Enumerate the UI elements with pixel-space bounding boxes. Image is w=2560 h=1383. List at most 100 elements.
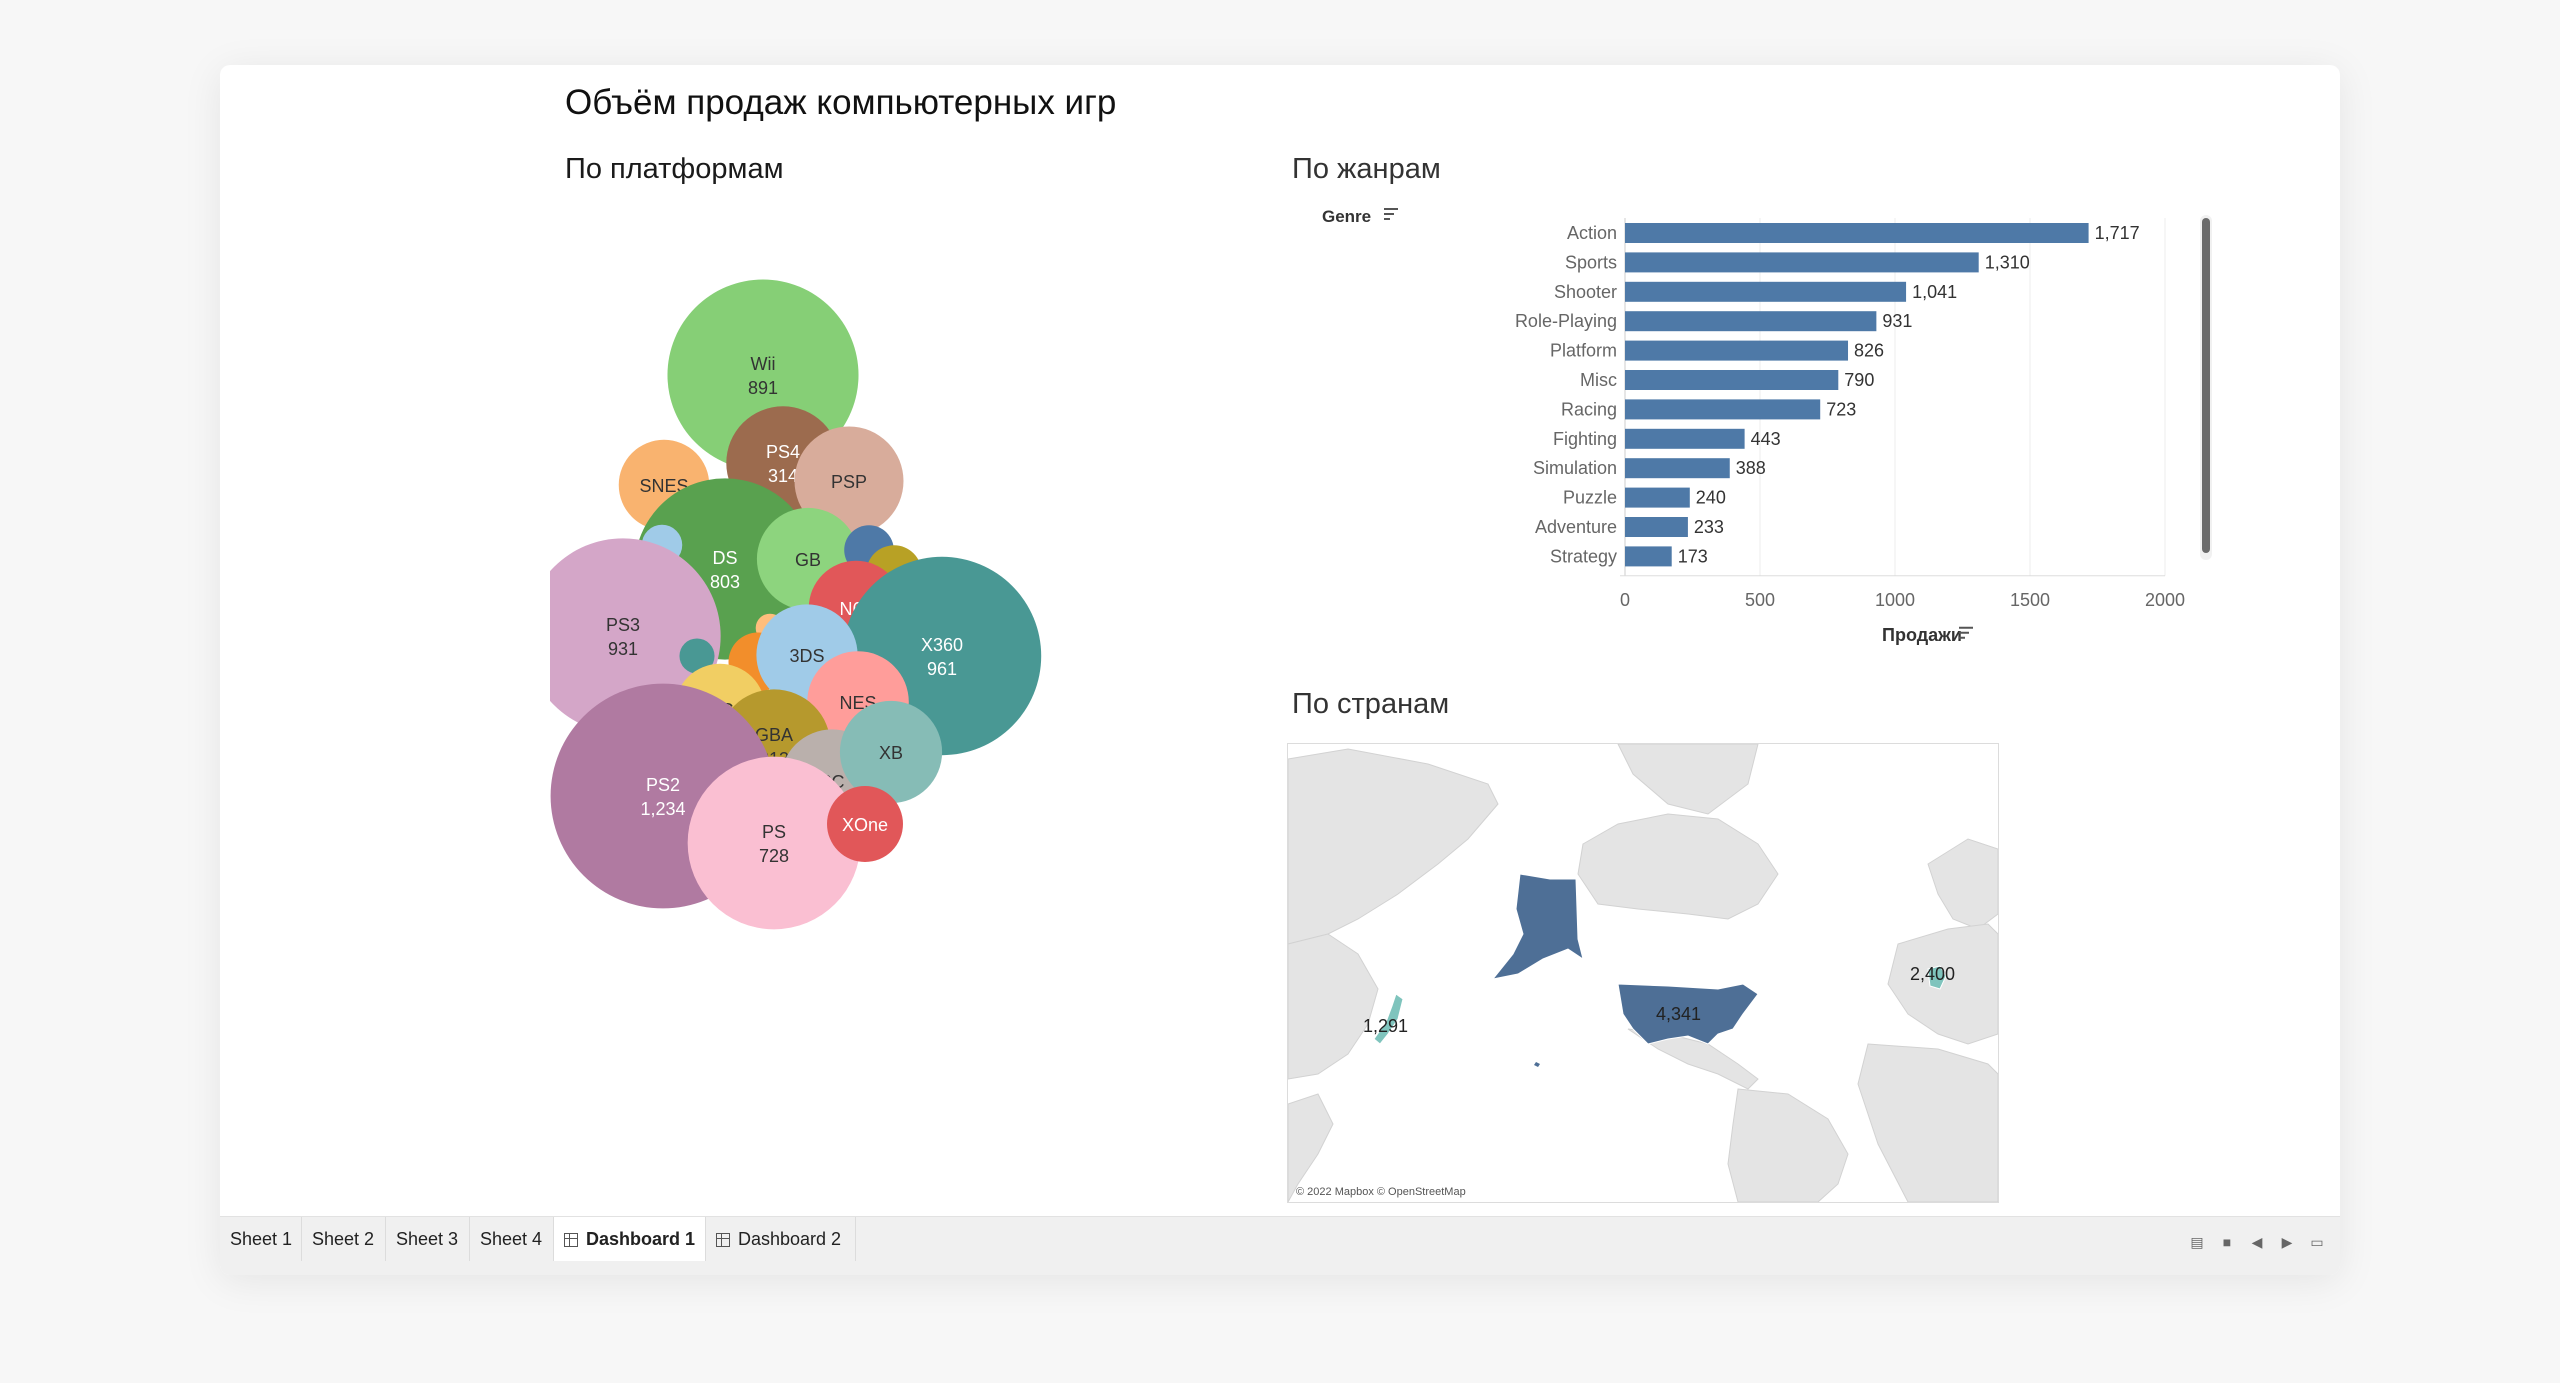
map-label-japan: 1,291 bbox=[1363, 1016, 1409, 1036]
sheet-tab-bar: Sheet 1 Sheet 2 Sheet 3 Sheet 4 Dashboar… bbox=[220, 1216, 2340, 1275]
countries-title: По странам bbox=[1292, 688, 1450, 720]
bar-rect bbox=[1625, 487, 1690, 508]
dashboard-card: Объём продаж компьютерных игр По платфор… bbox=[220, 65, 2340, 1275]
sales-axis-title[interactable]: Продажи bbox=[1882, 625, 1962, 645]
sort-icon[interactable] bbox=[1959, 626, 1973, 639]
map-region-japan[interactable] bbox=[1373, 993, 1404, 1045]
platform-bubble-chart[interactable]: Wii891PS4314PSPSNESDS803GBPS3931N64X3609… bbox=[550, 210, 1310, 930]
bubble-label: PS2 bbox=[646, 775, 680, 795]
bubble-label: 3DS bbox=[789, 646, 824, 666]
prev-sheet-icon[interactable]: ◀ bbox=[2251, 1234, 2263, 1250]
land-east-asia bbox=[1288, 933, 1379, 1080]
bar-category-label: Sports bbox=[1565, 252, 1617, 272]
bar-value-label: 723 bbox=[1826, 399, 1856, 419]
next-sheet-icon[interactable]: ▶ bbox=[2281, 1234, 2293, 1250]
bubble-label: XB bbox=[879, 743, 903, 763]
tab-sheet-4[interactable]: Sheet 4 bbox=[470, 1217, 554, 1261]
landmass-layer bbox=[1288, 744, 1998, 1202]
bar-racing[interactable]: Racing 723 bbox=[1561, 399, 1856, 420]
bar-strategy[interactable]: Strategy 173 bbox=[1550, 546, 1708, 567]
bar-shooter[interactable]: Shooter 1,041 bbox=[1554, 281, 1957, 302]
bar-category-label: Strategy bbox=[1550, 546, 1617, 566]
land-africa bbox=[1857, 1043, 1998, 1202]
show-sheets-icon[interactable]: ▤ bbox=[2190, 1234, 2204, 1250]
genre-axis-title[interactable]: Genre bbox=[1322, 207, 1371, 226]
tab-label: Sheet 2 bbox=[312, 1229, 375, 1249]
bar-category-label: Shooter bbox=[1554, 282, 1617, 302]
bar-sports[interactable]: Sports 1,310 bbox=[1565, 252, 2030, 273]
bar-rect bbox=[1625, 458, 1730, 479]
bar-rect bbox=[1625, 252, 1979, 273]
presentation-icon[interactable]: ▭ bbox=[2310, 1234, 2324, 1250]
bar-value-label: 790 bbox=[1844, 370, 1874, 390]
bar-value-label: 443 bbox=[1751, 429, 1781, 449]
scrollbar-thumb[interactable] bbox=[2202, 218, 2210, 553]
bar-value-label: 233 bbox=[1694, 517, 1724, 537]
land-europe bbox=[1887, 923, 1998, 1045]
bubble-label: Wii bbox=[751, 354, 776, 374]
bubble-circle bbox=[679, 638, 715, 674]
bar-action[interactable]: Action 1,717 bbox=[1567, 223, 2140, 243]
bar-category-label: Simulation bbox=[1533, 458, 1617, 478]
grid-view-icon[interactable]: ■ bbox=[2222, 1234, 2232, 1250]
bar-value-label: 1,717 bbox=[2095, 223, 2140, 243]
bubble-circle bbox=[794, 426, 904, 536]
map-label-usa: 4,341 bbox=[1656, 1004, 1702, 1024]
countries-map[interactable]: 4,341 1,291 2,400 © 2022 Mapbox © OpenSt… bbox=[1287, 743, 1999, 1203]
bar-platform[interactable]: Platform 826 bbox=[1550, 340, 1884, 361]
bar-category-label: Puzzle bbox=[1563, 488, 1617, 508]
bar-adventure[interactable]: Adventure 233 bbox=[1535, 517, 1724, 537]
tab-sheet-3[interactable]: Sheet 3 bbox=[386, 1217, 470, 1261]
bubble-ps[interactable]: PS 728 bbox=[687, 756, 861, 930]
bar-value-label: 931 bbox=[1882, 311, 1912, 331]
dashboard-icon bbox=[564, 1233, 578, 1247]
land-south-america bbox=[1727, 1088, 1849, 1202]
bubble-circle bbox=[827, 786, 903, 862]
bar-value-label: 388 bbox=[1736, 458, 1766, 478]
bar-category-label: Misc bbox=[1580, 370, 1617, 390]
tab-label: Dashboard 1 bbox=[586, 1229, 696, 1249]
bubble-label: GB bbox=[795, 550, 821, 570]
bubble-psp[interactable]: PSP bbox=[794, 426, 904, 536]
map-region-europe[interactable] bbox=[1927, 965, 1947, 990]
dashboard-icon bbox=[716, 1233, 730, 1247]
bubble-label: PS4 bbox=[766, 442, 800, 462]
bubble-label: PS bbox=[762, 822, 786, 842]
bubble-label: SNES bbox=[639, 476, 688, 496]
bubble-label: X360 bbox=[921, 635, 963, 655]
bar-misc[interactable]: Misc 790 bbox=[1580, 370, 1874, 390]
tab-dashboard-2[interactable]: Dashboard 2 bbox=[706, 1217, 856, 1261]
bar-puzzle[interactable]: Puzzle 240 bbox=[1563, 487, 1726, 508]
map-region-alaska[interactable] bbox=[1491, 873, 1584, 980]
tab-label: Dashboard 2 bbox=[738, 1229, 842, 1249]
x-tick-label: 1500 bbox=[2010, 590, 2050, 610]
tab-dashboard-1[interactable]: Dashboard 1 bbox=[554, 1217, 706, 1261]
sort-icon[interactable] bbox=[1384, 208, 1398, 220]
land-north-asia bbox=[1288, 748, 1499, 945]
bubble-circle bbox=[839, 700, 943, 804]
bubble-value: 314 bbox=[768, 466, 798, 486]
bar-category-label: Platform bbox=[1550, 341, 1617, 361]
bubble-xone[interactable]: XOne bbox=[827, 786, 903, 862]
bubble-xb[interactable]: XB bbox=[839, 700, 943, 804]
land-canada bbox=[1577, 813, 1779, 920]
bar-role-playing[interactable]: Role-Playing 931 bbox=[1515, 311, 1912, 332]
map-region-usa[interactable] bbox=[1617, 983, 1759, 1045]
tab-label: Sheet 1 bbox=[230, 1229, 293, 1249]
bubble-value: 931 bbox=[608, 639, 638, 659]
bar-fighting[interactable]: Fighting 443 bbox=[1553, 428, 1781, 449]
bubble-unlabeled[interactable] bbox=[679, 638, 715, 674]
bubble-value: 728 bbox=[759, 846, 789, 866]
land-central-america bbox=[1627, 1028, 1759, 1090]
genre-bar-chart[interactable]: Genre 0 500 1000 1500 2000 Action 1,717 Sports 1,… bbox=[1280, 200, 2240, 740]
tab-sheet-2[interactable]: Sheet 2 bbox=[302, 1217, 386, 1261]
x-tick-label: 1000 bbox=[1875, 590, 1915, 610]
dashboard-title: Объём продаж компьютерных игр bbox=[565, 83, 1117, 122]
bubble-label: XOne bbox=[842, 815, 888, 835]
land-southeast-asia bbox=[1288, 1093, 1334, 1202]
tab-sheet-1[interactable]: Sheet 1 bbox=[220, 1217, 302, 1261]
bar-rect bbox=[1625, 340, 1849, 361]
bar-simulation[interactable]: Simulation 388 bbox=[1533, 458, 1766, 479]
platforms-title: По платформам bbox=[565, 153, 784, 185]
bubble-value: 891 bbox=[748, 378, 778, 398]
